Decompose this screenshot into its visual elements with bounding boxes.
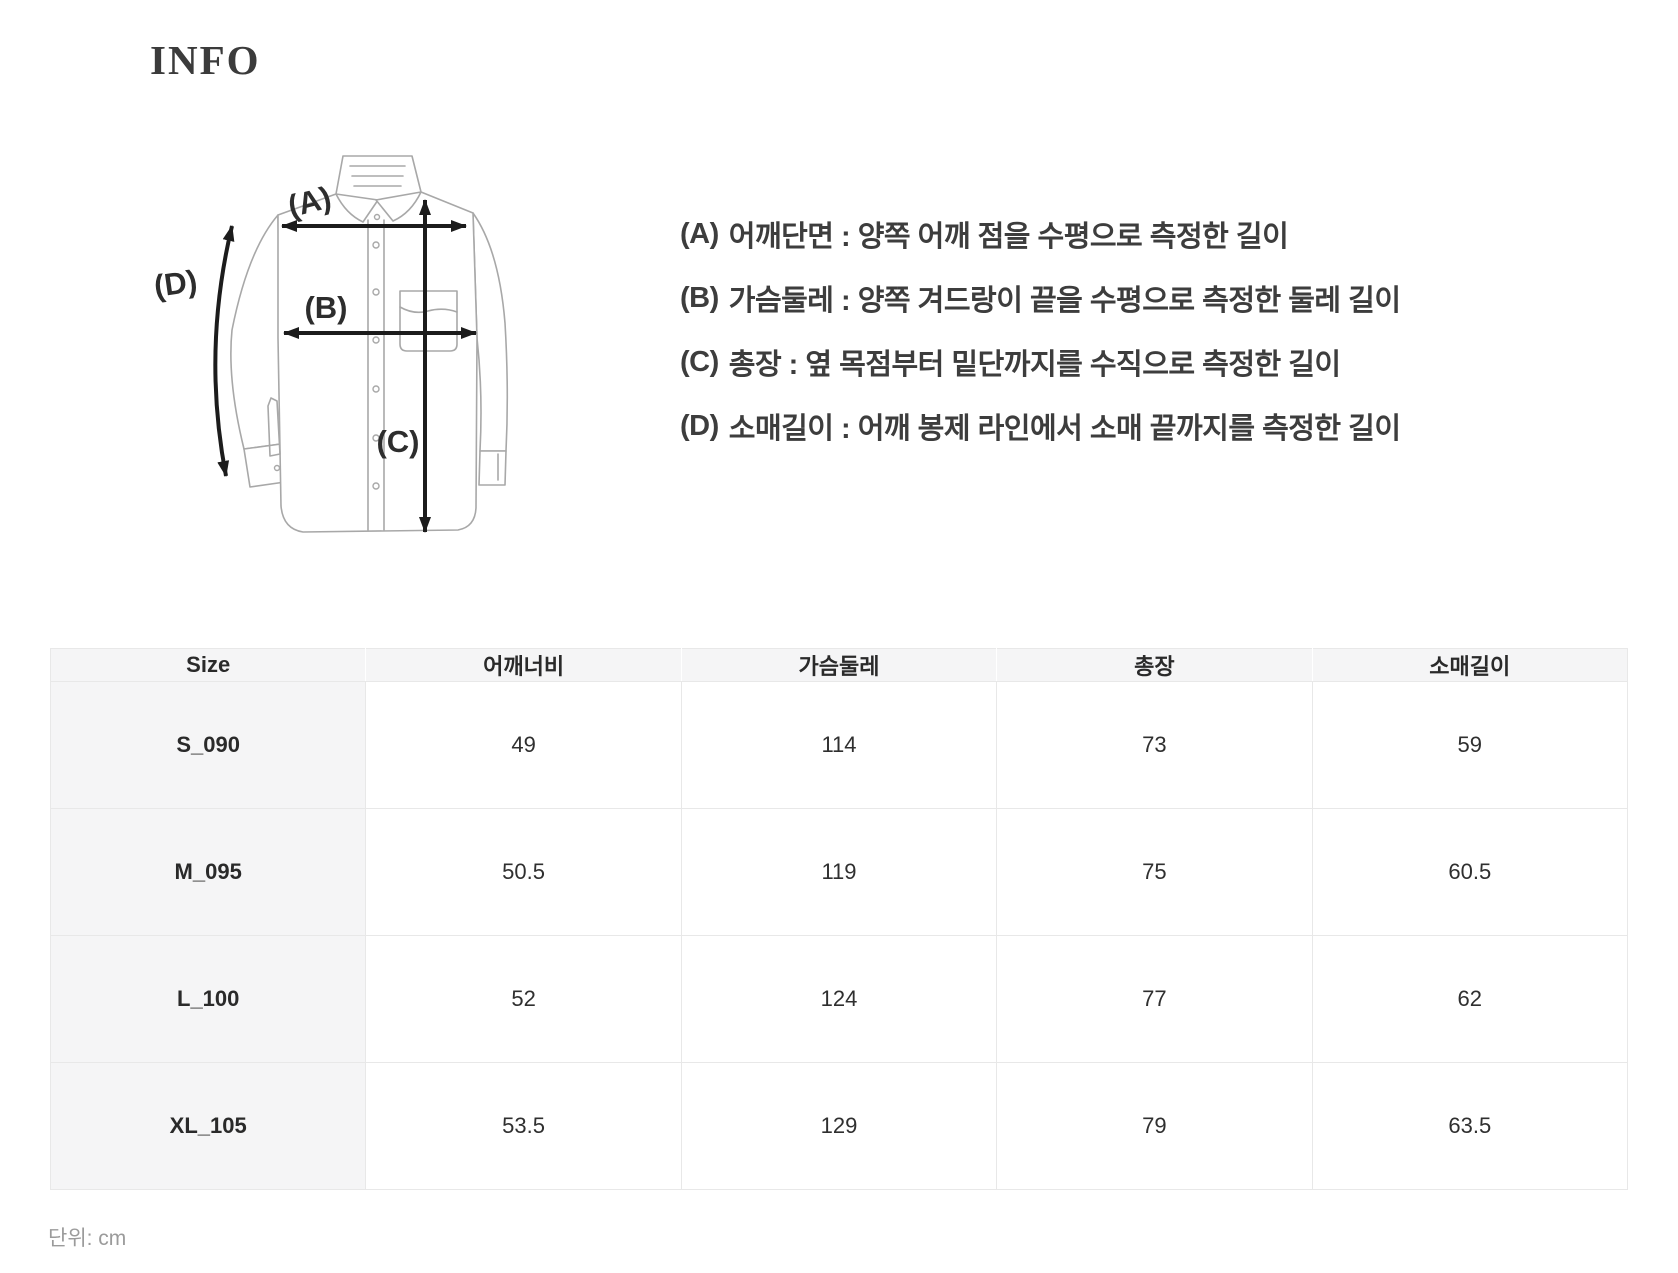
col-header-chest: 가슴둘레: [680, 648, 998, 682]
guide-text-c: 총장 : 옆 목점부터 밑단까지를 수직으로 측정한 길이: [728, 349, 1341, 381]
guide-line-d: (D) 소매길이 : 어깨 봉제 라인에서 소매 끝까지를 측정한 길이: [680, 394, 1401, 458]
table-row: S_090 49 114 73 59: [49, 681, 1629, 809]
value-cell: 129: [680, 1062, 998, 1190]
value-cell: 75: [996, 808, 1313, 936]
value-cell: 79: [996, 1062, 1313, 1190]
size-table: Size 어깨너비 가슴둘레 총장 소매길이 S_090 49 114 73 5…: [49, 648, 1629, 1190]
table-row: XL_105 53.5 129 79 63.5: [49, 1062, 1629, 1190]
size-cell: XL_105: [49, 1062, 367, 1190]
shirt-buttons: [372, 213, 381, 490]
unit-note: 단위: cm: [48, 1227, 127, 1250]
guide-key-c: (C): [680, 345, 719, 378]
diagram-label-b: (B): [304, 290, 347, 325]
col-header-shoulder: 어깨너비: [365, 648, 682, 682]
value-cell: 60.5: [1311, 808, 1629, 936]
value-cell: 119: [680, 808, 998, 936]
arrow-d-sleeve: [213, 225, 235, 477]
measurement-guide: (A) 어깨단면 : 양쪽 어깨 점을 수평으로 측정한 길이 (B) 가슴둘레…: [680, 202, 1401, 458]
shirt-measurement-diagram-icon: (A) (B) (C) (D): [152, 155, 509, 533]
shirt-pocket: [399, 290, 458, 352]
value-cell: 52: [365, 935, 682, 1063]
guide-line-a: (A) 어깨단면 : 양쪽 어깨 점을 수평으로 측정한 길이: [680, 202, 1401, 266]
value-cell: 77: [996, 935, 1313, 1063]
value-cell: 63.5: [1311, 1062, 1629, 1190]
guide-key-a: (A): [680, 217, 719, 250]
size-cell: L_100: [49, 935, 367, 1063]
value-cell: 73: [996, 681, 1313, 809]
table-row: M_095 50.5 119 75 60.5: [49, 808, 1629, 936]
value-cell: 62: [1311, 935, 1629, 1063]
value-cell: 59: [1311, 681, 1629, 809]
guide-key-d: (D): [680, 409, 719, 442]
shirt-placket: [367, 219, 385, 531]
guide-text-b: 가슴둘레 : 양쪽 겨드랑이 끝을 수평으로 측정한 둘레 길이: [728, 285, 1401, 317]
col-header-sleeve: 소매길이: [1311, 648, 1629, 682]
col-header-length: 총장: [996, 648, 1313, 682]
shirt-right-sleeve: [472, 212, 509, 452]
value-cell: 50.5: [365, 808, 682, 936]
value-cell: 49: [365, 681, 682, 809]
value-cell: 53.5: [365, 1062, 682, 1190]
size-cell: M_095: [49, 808, 367, 936]
guide-text-a: 어깨단면 : 양쪽 어깨 점을 수평으로 측정한 길이: [728, 221, 1289, 253]
value-cell: 124: [680, 935, 998, 1063]
guide-line-b: (B) 가슴둘레 : 양쪽 겨드랑이 끝을 수평으로 측정한 둘레 길이: [680, 266, 1401, 330]
diagram-label-d: (D): [152, 263, 199, 304]
shirt-right-cuff: [478, 450, 507, 486]
guide-text-d: 소매길이 : 어깨 봉제 라인에서 소매 끝까지를 측정한 길이: [728, 413, 1401, 445]
size-cell: S_090: [49, 681, 367, 809]
guide-line-c: (C) 총장 : 옆 목점부터 밑단까지를 수직으로 측정한 길이: [680, 330, 1401, 394]
value-cell: 114: [680, 681, 998, 809]
guide-key-b: (B): [680, 281, 719, 314]
page-title: INFO: [150, 37, 261, 83]
diagram-label-c: (C): [376, 424, 419, 459]
table-row: L_100 52 124 77 62: [49, 935, 1629, 1063]
size-table-header-row: Size 어깨너비 가슴둘레 총장 소매길이: [49, 648, 1629, 682]
col-header-size: Size: [49, 648, 367, 682]
